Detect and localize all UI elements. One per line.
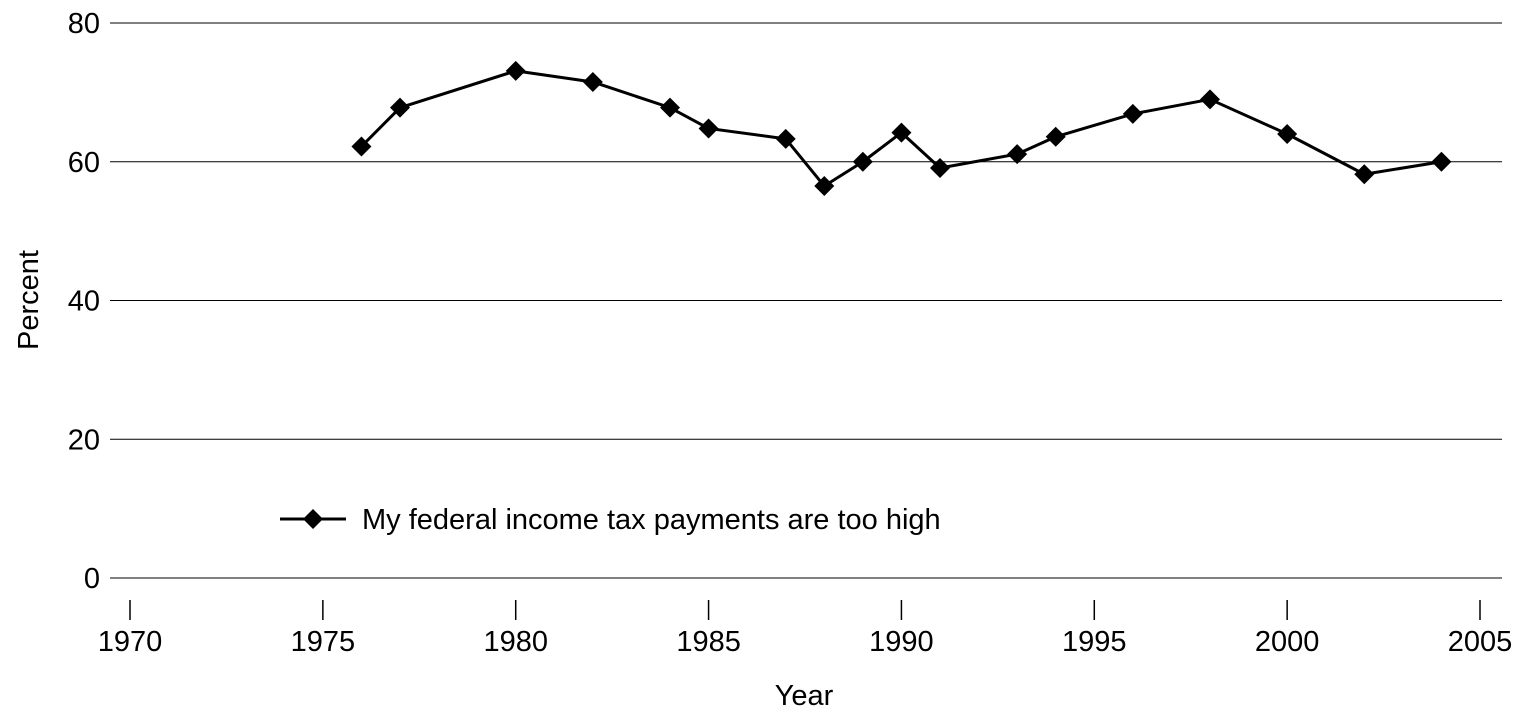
data-point-marker [1200, 89, 1220, 110]
data-point-marker [1007, 144, 1028, 165]
data-point-marker [1277, 124, 1298, 144]
x-axis-ticks: 1970 1975 1980 1985 1990 1995 2000 2005 [98, 600, 1513, 658]
data-point-marker [660, 97, 680, 118]
data-point-marker [852, 151, 873, 172]
data-point-marker [698, 118, 719, 139]
x-tick-label: 1975 [291, 626, 356, 658]
data-point-marker [1354, 164, 1375, 185]
legend-diamond-marker [303, 509, 323, 529]
x-tick-label: 1980 [483, 626, 548, 658]
data-point-marker [1122, 103, 1143, 124]
data-point-marker [814, 176, 835, 197]
data-point-marker [505, 60, 526, 81]
x-tick-label: 1995 [1062, 626, 1127, 658]
legend: My federal income tax payments are too h… [280, 504, 941, 536]
y-tick-label: 80 [68, 8, 100, 40]
data-point-marker [930, 157, 950, 178]
data-point-marker [582, 71, 603, 92]
x-tick-label: 1990 [869, 626, 934, 658]
data-point-marker [891, 122, 912, 143]
plot-series [351, 60, 1452, 197]
x-tick-label: 2000 [1255, 626, 1320, 658]
y-axis-title: Percent [13, 250, 45, 350]
y-axis-tick-labels: 0 20 40 60 80 [68, 8, 100, 595]
data-point-marker [390, 97, 410, 118]
y-tick-label: 20 [68, 424, 100, 456]
y-tick-label: 0 [84, 563, 100, 595]
gridlines [110, 22, 1502, 579]
y-tick-label: 60 [68, 147, 100, 179]
x-axis-title: Year [775, 680, 834, 712]
legend-label: My federal income tax payments are too h… [362, 504, 941, 536]
data-point-marker [775, 128, 796, 149]
series-line [360, 69, 1442, 188]
data-point-marker [1045, 126, 1066, 147]
x-tick-label: 1970 [98, 626, 163, 658]
x-tick-label: 2005 [1448, 626, 1513, 658]
y-tick-label: 40 [68, 286, 100, 318]
x-tick-label: 1985 [676, 626, 741, 658]
data-point-marker [1431, 151, 1452, 172]
data-point-marker [351, 136, 372, 157]
